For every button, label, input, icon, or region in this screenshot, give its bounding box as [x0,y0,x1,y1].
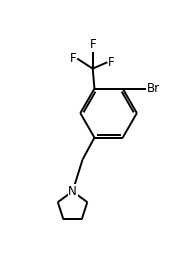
Text: F: F [108,56,115,69]
Text: F: F [89,38,96,51]
Text: N: N [68,185,77,198]
Text: Br: Br [147,82,161,95]
Text: F: F [70,52,76,65]
